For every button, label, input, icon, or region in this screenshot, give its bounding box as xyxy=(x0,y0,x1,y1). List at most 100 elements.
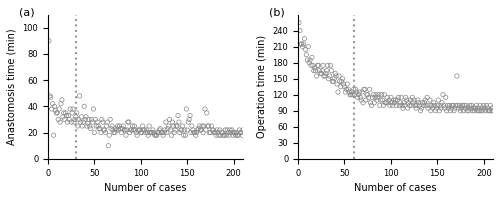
Point xyxy=(99,120,107,124)
Point xyxy=(360,88,368,91)
Point xyxy=(359,101,367,104)
Point xyxy=(128,124,136,128)
Point xyxy=(170,124,177,128)
Point xyxy=(444,104,452,107)
Point xyxy=(439,93,447,96)
Point xyxy=(119,124,127,128)
Point xyxy=(109,128,117,132)
Point xyxy=(160,131,168,134)
Point xyxy=(482,109,490,112)
Point xyxy=(156,127,164,130)
Point xyxy=(432,109,440,112)
Point xyxy=(392,104,400,107)
Point xyxy=(62,111,70,115)
Point xyxy=(467,106,475,110)
Point xyxy=(144,134,152,137)
Point xyxy=(406,98,414,102)
Y-axis label: Anastomosis time (min): Anastomosis time (min) xyxy=(7,28,17,145)
Point xyxy=(305,61,313,64)
Point xyxy=(194,128,202,132)
Point xyxy=(164,127,172,130)
Y-axis label: Operation time (min): Operation time (min) xyxy=(257,35,267,138)
Point xyxy=(210,131,218,134)
Point xyxy=(47,96,55,99)
Point xyxy=(180,128,188,132)
Point xyxy=(408,104,416,107)
Point xyxy=(126,128,134,132)
Point xyxy=(464,106,472,110)
Point xyxy=(120,128,128,132)
Point xyxy=(310,69,318,72)
Point xyxy=(409,101,417,104)
Point xyxy=(102,124,110,128)
Point xyxy=(145,124,153,128)
Point xyxy=(204,124,212,128)
Point xyxy=(426,98,434,102)
Point xyxy=(401,104,409,107)
Point xyxy=(116,127,124,130)
Point xyxy=(396,101,404,104)
Point xyxy=(197,128,205,132)
Point xyxy=(223,128,231,132)
Point xyxy=(92,118,100,121)
Point xyxy=(158,131,166,134)
Point xyxy=(201,107,209,111)
Point xyxy=(156,128,164,132)
Point xyxy=(356,90,364,94)
Point xyxy=(347,93,355,96)
Point xyxy=(206,131,214,134)
Point xyxy=(64,120,72,124)
Point xyxy=(185,118,193,121)
Point xyxy=(318,72,326,75)
Point xyxy=(465,109,473,112)
Point xyxy=(342,88,350,91)
Point xyxy=(358,90,366,94)
Point xyxy=(311,66,319,70)
Point xyxy=(202,128,210,132)
Point xyxy=(168,134,175,137)
Point xyxy=(220,134,228,137)
Point xyxy=(130,128,138,132)
Point xyxy=(309,64,317,67)
Point xyxy=(226,128,234,132)
Point xyxy=(158,131,166,134)
Point xyxy=(140,128,147,132)
Point xyxy=(78,124,86,128)
Point xyxy=(350,93,358,96)
Point xyxy=(222,134,230,137)
Point xyxy=(479,109,487,112)
Point xyxy=(211,131,219,134)
Point xyxy=(410,98,418,102)
Point xyxy=(222,128,230,132)
Point xyxy=(73,111,81,115)
Point xyxy=(122,134,130,137)
Point xyxy=(404,101,412,104)
Point xyxy=(71,118,79,121)
Point xyxy=(418,106,426,110)
Point xyxy=(97,131,105,134)
Point xyxy=(138,131,146,134)
Point xyxy=(366,88,374,91)
Point xyxy=(296,29,304,32)
Point xyxy=(187,131,195,134)
Point xyxy=(216,134,224,137)
Point xyxy=(441,106,449,110)
Point xyxy=(415,101,423,104)
Point xyxy=(425,104,433,107)
Point xyxy=(389,104,397,107)
Point xyxy=(436,104,444,107)
Point xyxy=(200,124,208,128)
Point xyxy=(328,80,336,83)
Point xyxy=(474,106,482,110)
Point xyxy=(206,131,214,134)
Point xyxy=(366,101,374,104)
Point xyxy=(449,104,457,107)
Point xyxy=(376,98,384,102)
Point xyxy=(52,111,60,115)
Point xyxy=(208,128,216,132)
Point xyxy=(385,98,393,102)
Point xyxy=(58,98,66,101)
Point xyxy=(162,120,170,124)
X-axis label: Number of cases: Number of cases xyxy=(104,183,186,193)
Point xyxy=(190,131,198,134)
